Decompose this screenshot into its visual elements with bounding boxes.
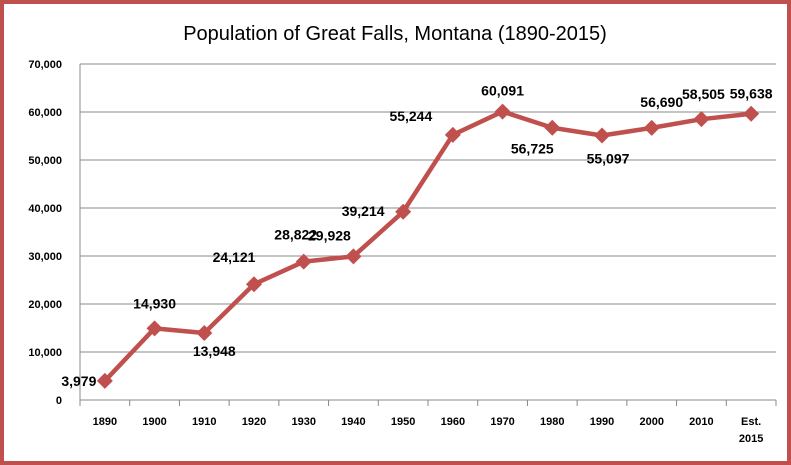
data-point-4 bbox=[295, 253, 312, 270]
data-label-2: 13,948 bbox=[193, 343, 236, 359]
data-point-0 bbox=[96, 372, 113, 389]
data-label-9: 56,725 bbox=[511, 141, 554, 157]
data-point-3 bbox=[246, 276, 262, 293]
data-point-13 bbox=[743, 105, 760, 122]
axis-layer: 0 10,000 20,000 30,000 40,000 50,000 60,000 70,… bbox=[28, 59, 777, 445]
y-tick-label-50000: 50,000 bbox=[28, 155, 62, 167]
y-tick-label-70000: 70,000 bbox=[28, 59, 62, 71]
y-tick-label-60000: 60,000 bbox=[28, 107, 62, 119]
data-label-5: 29,928 bbox=[308, 227, 351, 243]
x-tick-label: 2015 bbox=[739, 433, 763, 445]
data-point-7 bbox=[444, 126, 461, 143]
x-tick-label: 1950 bbox=[391, 416, 415, 428]
data-point-1 bbox=[146, 320, 163, 337]
x-tick-label: 2000 bbox=[639, 416, 663, 428]
data-point-5 bbox=[345, 248, 362, 265]
data-label-4: 28,822 bbox=[274, 227, 317, 243]
data-label-0: 3,979 bbox=[61, 373, 96, 389]
x-tick-label: 1920 bbox=[242, 416, 266, 428]
data-point-8 bbox=[494, 103, 511, 120]
y-tick-label-40000: 40,000 bbox=[28, 203, 62, 215]
x-tick-label: 1940 bbox=[341, 416, 365, 428]
x-tick-label: Est. bbox=[741, 416, 761, 428]
data-point-2 bbox=[196, 325, 213, 342]
y-tick-label-20000: 20,000 bbox=[28, 299, 62, 311]
data-label-10: 55,097 bbox=[587, 151, 630, 167]
y-tick-label-10000: 10,000 bbox=[28, 347, 62, 359]
data-point-6 bbox=[395, 203, 412, 220]
x-tick-label: 1990 bbox=[590, 416, 614, 428]
data-label-13: 59,638 bbox=[730, 86, 773, 102]
data-label-8: 60,091 bbox=[481, 83, 524, 99]
data-label-1: 14,930 bbox=[133, 295, 176, 311]
chart-title: Population of Great Falls, Montana (1890… bbox=[183, 23, 607, 45]
data-point-9 bbox=[544, 119, 561, 136]
data-label-6: 39,214 bbox=[342, 203, 385, 219]
x-tick-label: 1960 bbox=[441, 416, 465, 428]
data-label-11: 56,690 bbox=[640, 94, 683, 110]
x-tick-label: 1900 bbox=[142, 416, 166, 428]
x-tick-label: 1980 bbox=[540, 416, 564, 428]
y-tick-label-0: 0 bbox=[56, 395, 62, 407]
x-tick-label: 1910 bbox=[192, 416, 216, 428]
x-tick-label: 1890 bbox=[93, 416, 117, 428]
data-label-12: 58,505 bbox=[682, 86, 725, 102]
x-tick-label: 2010 bbox=[689, 416, 713, 428]
data-point-11 bbox=[643, 119, 660, 136]
data-label-7: 55,244 bbox=[389, 108, 432, 124]
grid-layer bbox=[80, 63, 776, 353]
x-tick-label: 1930 bbox=[291, 416, 315, 428]
data-point-10 bbox=[594, 127, 610, 144]
series-line bbox=[103, 109, 752, 383]
x-tick-label: 1970 bbox=[490, 416, 514, 428]
series-layer bbox=[96, 103, 760, 389]
data-point-12 bbox=[693, 111, 710, 128]
data-label-3: 24,121 bbox=[213, 249, 256, 265]
y-tick-label-30000: 30,000 bbox=[28, 251, 62, 263]
